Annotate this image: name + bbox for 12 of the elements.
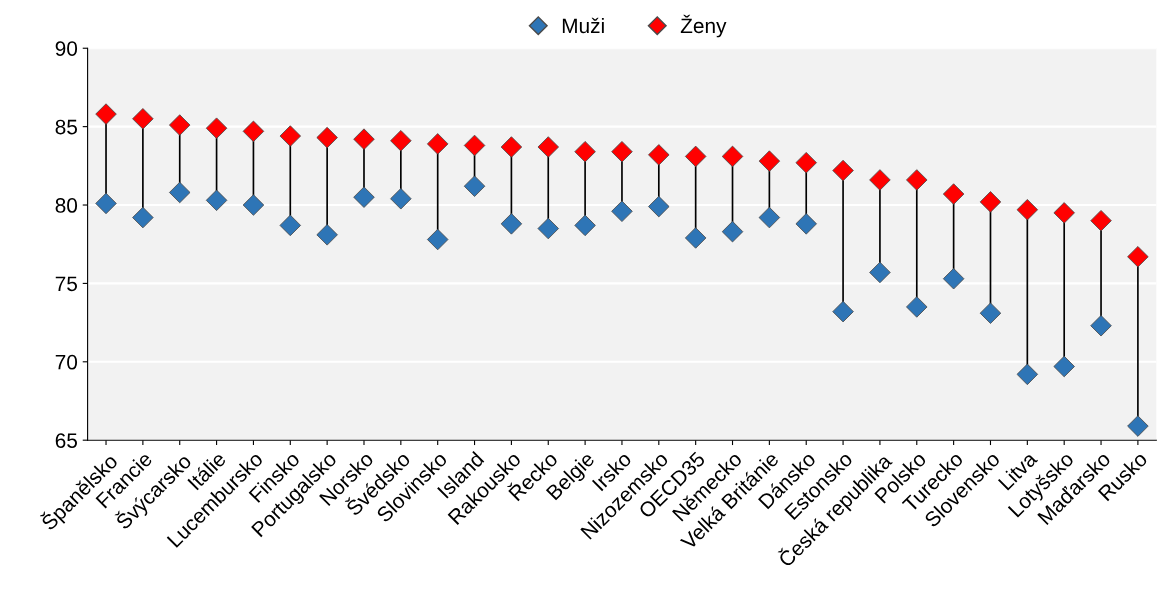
y-tick-label: 90 [55, 41, 78, 56]
legend-label: Ženy [680, 14, 727, 38]
y-tick-label: 65 [55, 433, 78, 448]
legend-label: Muži [562, 17, 604, 34]
point [353, 128, 375, 150]
point [906, 169, 928, 191]
y-tick-label: 75 [55, 276, 78, 292]
point [353, 186, 375, 208]
y-tick-label: 80 [55, 198, 78, 213]
point [684, 145, 707, 168]
y-tick-label: 85 [55, 119, 78, 135]
y-tick-label: 70 [55, 354, 78, 370]
